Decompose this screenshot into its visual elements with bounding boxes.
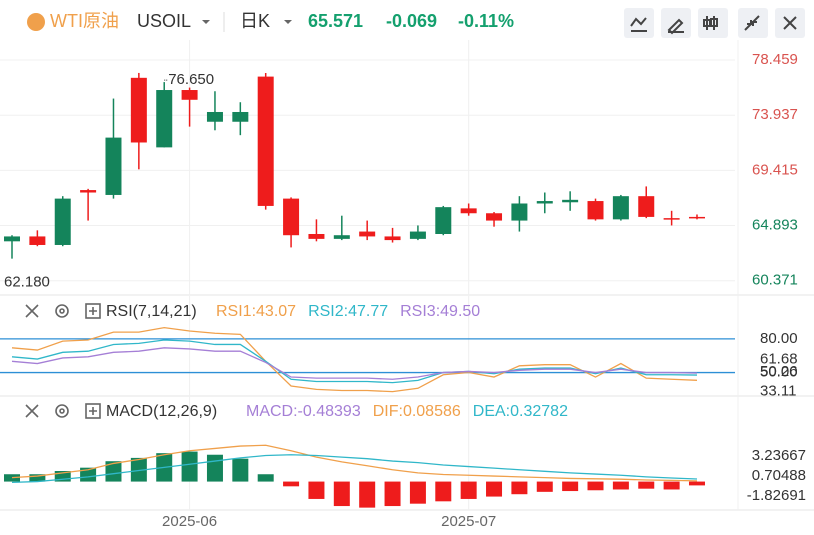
- macd-bar: [688, 481, 705, 486]
- macd-bar: [232, 458, 249, 482]
- candle-body: [130, 77, 147, 143]
- candle-body: [4, 236, 20, 242]
- macd-bar: [486, 481, 503, 497]
- candle-body: [359, 231, 376, 237]
- macd-bar: [333, 481, 350, 507]
- candle-body: [688, 216, 705, 219]
- macd-bar: [80, 467, 97, 482]
- macd-bar: [308, 481, 325, 499]
- y-tick-label: 33.11: [760, 382, 796, 399]
- macd-bar: [29, 474, 46, 482]
- candle-body: [232, 111, 249, 122]
- macd-line: [11, 444, 698, 482]
- legend-entry: RSI2:47.77: [308, 303, 388, 320]
- candle-body: [562, 199, 579, 203]
- candle-body: [638, 196, 655, 217]
- code[interactable]: USOIL: [137, 11, 191, 31]
- y-tick-label: 64.893: [752, 217, 798, 234]
- candle-body: [105, 137, 122, 195]
- candle-body: [156, 90, 173, 148]
- candle-body: [511, 203, 528, 221]
- rsi-line: [11, 347, 698, 380]
- price-annotation: 62.180: [4, 274, 50, 291]
- y-tick-label: 50.00: [760, 364, 798, 381]
- macd-bar: [536, 481, 553, 492]
- y-tick-label: 60.371: [752, 272, 798, 289]
- candle-body: [181, 90, 198, 100]
- macd-controls: [25, 403, 101, 419]
- x-tick-label: 2025-06: [162, 513, 217, 530]
- macd-bar: [663, 481, 680, 490]
- macd-bar: [359, 481, 376, 508]
- y-tick-label: 50.26: [760, 363, 798, 380]
- macd-bar: [54, 471, 71, 482]
- macd-bar: [283, 481, 300, 487]
- header: WTI原油 USOIL 日K 65.571 -0.069 -0.11%: [27, 8, 805, 38]
- candle-body: [384, 236, 401, 241]
- candle-body: [663, 218, 680, 220]
- macd-bar: [130, 457, 147, 482]
- change-pct: -0.11%: [458, 11, 514, 31]
- candle-body: [486, 213, 503, 221]
- candle-body: [536, 201, 553, 204]
- macd-bar: [562, 481, 579, 492]
- candle-body: [308, 233, 325, 239]
- indicator-title: RSI(7,14,21): [106, 303, 197, 320]
- rsi-controls: [25, 303, 101, 319]
- macd-bar: [460, 481, 477, 499]
- candle-body: [54, 198, 71, 245]
- legend-entry: RSI3:49.50: [400, 303, 480, 320]
- y-tick-label: 0.70488: [752, 467, 806, 484]
- candle-body: [612, 196, 629, 220]
- period[interactable]: 日K: [240, 11, 270, 31]
- y-tick-label: 73.937: [752, 106, 798, 123]
- price: 65.571: [308, 11, 363, 31]
- macd-bar: [587, 481, 604, 491]
- macd-bar: [638, 481, 655, 489]
- candle-body: [409, 231, 426, 239]
- macd-bar: [206, 454, 223, 482]
- symbol[interactable]: WTI原油: [50, 11, 119, 31]
- y-tick-label: 80.00: [760, 330, 798, 347]
- candle-body: [80, 190, 97, 193]
- candle-body: [29, 236, 46, 245]
- candle-body: [587, 201, 604, 220]
- candle-body: [206, 111, 223, 122]
- legend-entry: DEA:0.32782: [473, 403, 568, 420]
- macd-bar: [4, 474, 20, 482]
- y-tick-label: 78.459: [752, 51, 798, 68]
- y-tick-label: -1.82691: [747, 487, 806, 504]
- macd-bar: [435, 481, 452, 502]
- legend-entry: MACD:-0.48393: [246, 403, 361, 420]
- legend-entry: RSI1:43.07: [216, 303, 296, 320]
- candle-body: [283, 198, 300, 236]
- legend-entry: DIF:0.08586: [373, 403, 461, 420]
- macd-bar: [511, 481, 528, 495]
- macd-bar: [409, 481, 426, 504]
- symbol-icon: [27, 13, 45, 31]
- candle-body: [333, 235, 350, 239]
- y-tick-label: 69.415: [752, 161, 798, 178]
- candle-body: [435, 207, 452, 234]
- indicator-title: MACD(12,26,9): [106, 403, 217, 420]
- candle-body: [257, 76, 274, 206]
- dropdown[interactable]: [284, 20, 292, 24]
- y-tick-label: 3.23667: [752, 447, 806, 464]
- candle-body: [460, 208, 477, 214]
- price-annotation: 76.650: [168, 71, 214, 88]
- macd-bar: [257, 474, 274, 482]
- dropdown[interactable]: [202, 20, 210, 24]
- y-tick-label: 61.68: [760, 350, 798, 367]
- macd-bar: [612, 481, 629, 490]
- change: -0.069: [386, 11, 437, 31]
- macd-bar: [181, 451, 198, 482]
- macd-bar: [384, 481, 401, 507]
- toolbar-glyphs: [630, 15, 797, 35]
- macd-line: [11, 454, 698, 484]
- x-tick-label: 2025-07: [441, 513, 496, 530]
- macd-bar: [105, 461, 122, 482]
